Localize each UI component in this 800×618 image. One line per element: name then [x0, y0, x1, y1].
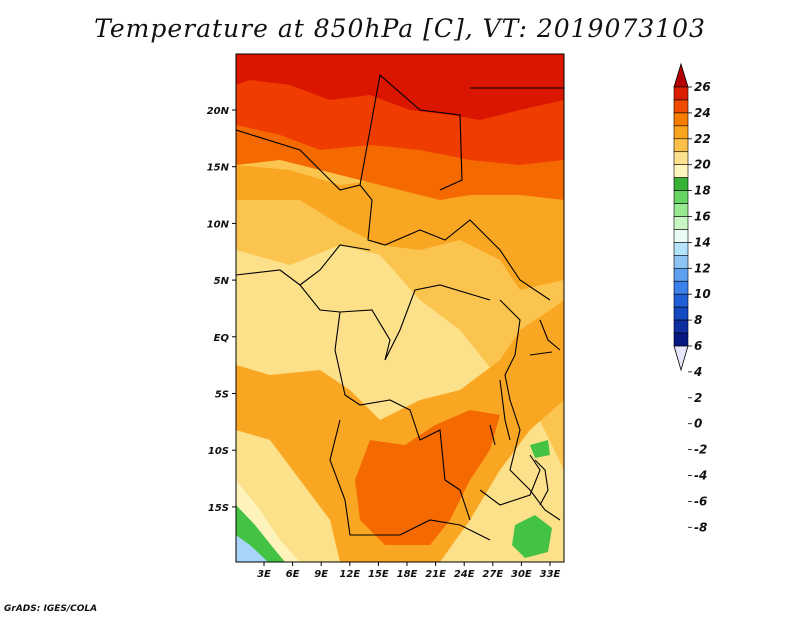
lake-outline	[489, 379, 511, 446]
colorbar-segment	[673, 112, 689, 127]
lon-tick-label: 30E	[511, 569, 532, 580]
colorbar-label: 4	[693, 365, 702, 379]
border-line	[236, 244, 371, 286]
country-borders	[236, 73, 564, 541]
border-line	[479, 454, 541, 506]
temperature-field	[236, 54, 564, 562]
colorbar-label: 14	[694, 235, 711, 249]
colorbar-label: 26	[694, 80, 711, 94]
colorbar-label: 24	[694, 106, 711, 120]
border-line	[329, 419, 491, 541]
field-band-green-southeast	[512, 515, 552, 558]
colorbar-segment	[673, 280, 689, 295]
colorbar-segment	[673, 164, 689, 178]
border-line	[236, 73, 463, 191]
border-line	[334, 311, 471, 521]
colorbar-segment	[673, 86, 689, 101]
lon-tick-label: 27E	[482, 569, 503, 580]
map-frame	[235, 53, 565, 563]
colorbar-segment	[673, 203, 689, 217]
colorbar-segment	[673, 151, 689, 165]
lon-tick-label: 24E	[454, 569, 475, 580]
lon-tick-label: 12E	[339, 569, 360, 580]
colorbar-top-arrow	[673, 62, 689, 88]
colorbar-segment	[673, 216, 689, 230]
colorbar-label: 10	[694, 287, 711, 301]
colorbar-label: 12	[694, 261, 711, 275]
colorbar-label: -2	[694, 443, 707, 457]
colorbar-segment	[673, 125, 689, 140]
field-band-warm-central	[236, 300, 564, 562]
colorbar-label: 16	[694, 210, 711, 224]
lon-tick-label: 33E	[540, 569, 561, 580]
lon-tick-label: 9E	[314, 569, 328, 580]
border-line	[359, 184, 551, 301]
lat-tick-label: 20N	[207, 106, 230, 117]
lat-tick-label: 5N	[214, 276, 230, 287]
colorbar-segment	[673, 229, 689, 243]
lat-tick-label: 5S	[215, 390, 229, 401]
colorbar-segment	[673, 332, 689, 347]
colorbar-label: 8	[694, 313, 702, 327]
grads-credit: GrADS: IGES/COLA	[4, 604, 98, 614]
colorbar-label: -8	[694, 520, 707, 534]
border-line	[299, 284, 491, 361]
colorbar-label: 0	[694, 417, 702, 431]
colorbar-segment	[673, 190, 689, 204]
lon-tick-label: 3E	[257, 569, 271, 580]
colorbar-label: 6	[694, 339, 702, 353]
colorbar-segment	[673, 242, 689, 256]
colorbar-bottom-arrow	[673, 345, 689, 372]
border-line	[529, 319, 561, 356]
colorbar-label: 20	[694, 158, 711, 172]
lat-tick-label: 10S	[208, 446, 229, 457]
map-title: Temperature at 850hPa [C], VT: 201907310…	[94, 14, 706, 43]
field-band-north-mild	[236, 165, 564, 290]
colorbar-label: 2	[694, 391, 702, 405]
field-band-hot-north	[236, 110, 564, 200]
field-band-hottest	[236, 54, 564, 120]
longitude-axis: 3E 6E 9E 12E 15E 18E 21E 24E 27E 30E 33E	[257, 562, 561, 580]
lat-tick-label: 10N	[207, 219, 230, 230]
lon-tick-label: 15E	[368, 569, 389, 580]
field-band-hot-south	[355, 410, 500, 545]
lat-tick-label: EQ	[214, 333, 230, 344]
colorbar-label: -6	[694, 494, 707, 508]
colorbar-segment	[673, 293, 689, 308]
latitude-axis: 20N 15N 10N 5N EQ 5S 10S 15S	[207, 106, 236, 514]
border-line	[499, 299, 561, 521]
colorbar-label: -4	[694, 469, 707, 483]
colorbar-segment	[673, 319, 689, 334]
colorbar-segment	[673, 177, 689, 191]
field-band-sky-southwest	[236, 535, 268, 562]
colorbar-segment	[673, 267, 689, 282]
colorbar-label: 22	[694, 132, 711, 146]
lon-tick-label: 21E	[425, 569, 446, 580]
colorbar-segment	[673, 255, 689, 269]
lat-tick-label: 15N	[207, 163, 230, 174]
lat-tick-label: 15S	[208, 503, 229, 514]
lon-tick-label: 6E	[286, 569, 300, 580]
colorbar-segment	[673, 306, 689, 321]
field-band-green-east	[530, 440, 550, 458]
colorbar-label: 18	[694, 184, 711, 198]
colorbar-segment	[673, 138, 689, 153]
lake-outline	[534, 459, 549, 506]
colorbar-segment	[673, 99, 689, 114]
lon-tick-label: 18E	[397, 569, 418, 580]
